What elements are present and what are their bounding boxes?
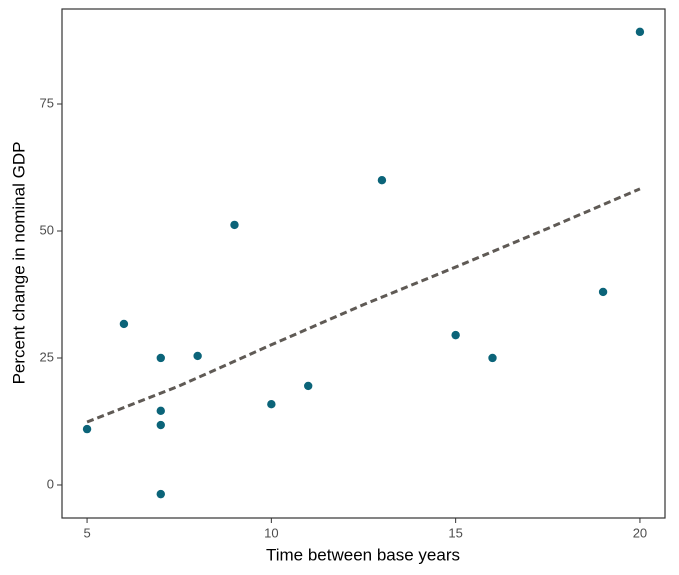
point (156, 489, 165, 499)
x-tick-label: 10 (264, 525, 278, 540)
x-tick-label: 20 (633, 525, 647, 540)
point (193, 351, 202, 361)
point (82, 424, 92, 434)
point (156, 420, 165, 430)
point (156, 406, 165, 416)
point (267, 400, 276, 409)
y-tick-label: 0 (47, 476, 54, 491)
point (635, 27, 645, 37)
trend-line (86, 187, 641, 424)
x-tick-label: 15 (448, 525, 462, 540)
y-axis-title: Percent change in nominal GDP (9, 142, 28, 385)
plot-border (61, 8, 666, 519)
point (488, 353, 497, 363)
point (119, 319, 129, 329)
point (377, 175, 387, 185)
point (598, 287, 608, 297)
point (156, 353, 165, 363)
y-tick-label: 50 (40, 222, 54, 237)
x-tick-label: 5 (83, 525, 90, 540)
point (451, 330, 460, 340)
x-axis-title: Time between base years (266, 545, 460, 564)
y-tick-label: 75 (40, 95, 54, 110)
point (230, 220, 239, 230)
y-tick-label: 25 (40, 349, 54, 364)
point (304, 381, 313, 391)
